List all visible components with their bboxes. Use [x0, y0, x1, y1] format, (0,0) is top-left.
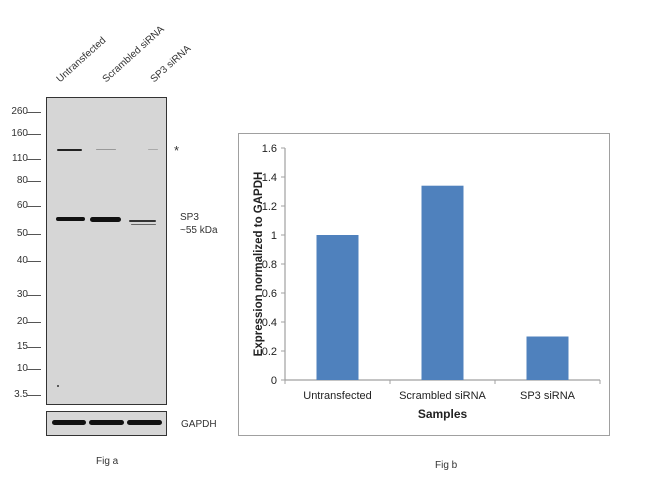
x-tick-label: Untransfected [303, 390, 371, 402]
marker-tick [27, 295, 41, 296]
marker-tick [27, 159, 41, 160]
y-tick-label: 1 [271, 230, 277, 242]
bar-sp3-sirna [526, 336, 569, 380]
y-tick-label: 0.2 [262, 346, 277, 358]
target-name: SP3 [180, 212, 199, 223]
fig-a-caption: Fig a [96, 456, 119, 467]
chart-frame [238, 133, 610, 436]
nonspecific-asterisk: * [174, 143, 180, 158]
band-lane2-sp3 [90, 217, 121, 222]
marker-label: 30 [16, 289, 28, 300]
marker-tick [27, 347, 41, 348]
x-tick-label: Scrambled siRNA [399, 390, 486, 402]
marker-tick [27, 206, 41, 207]
band-lane3-sp3 [129, 220, 156, 222]
blot-gapdh-panel [46, 411, 167, 436]
loading-control-label: GAPDH [181, 419, 217, 430]
marker-label: 40 [16, 255, 28, 266]
marker-label: 110 [12, 153, 28, 164]
marker-tick [27, 112, 41, 113]
marker-label: 10 [16, 363, 28, 374]
marker-label: 80 [16, 175, 28, 186]
y-tick-label: 0.8 [262, 259, 277, 271]
band-gapdh-lane3 [127, 420, 162, 425]
bar-scrambled-sirna [421, 185, 464, 380]
band-lane1-sp3 [56, 217, 85, 221]
y-tick-label: 0.6 [262, 288, 277, 300]
marker-tick [27, 181, 41, 182]
marker-label: 160 [11, 128, 28, 139]
marker-label: 50 [16, 228, 28, 239]
marker-tick [27, 369, 41, 370]
blot-speck [57, 385, 59, 387]
y-axis-title: Expression normalized to GAPDH [253, 172, 265, 357]
band-lane2-nonspecific [96, 149, 116, 150]
band-lane3-nonspecific [148, 149, 158, 150]
marker-tick [27, 395, 41, 396]
band-lane1-nonspecific [57, 149, 82, 151]
blot-main-panel [46, 97, 167, 405]
y-tick-label: 0 [271, 375, 277, 387]
y-tick-label: 1.6 [262, 143, 277, 155]
x-axis-title: Samples [418, 407, 468, 421]
y-tick-label: 1.2 [262, 201, 277, 213]
y-tick-label: 1.4 [262, 172, 277, 184]
marker-label: 15 [16, 341, 28, 352]
target-size: ~55 kDa [180, 225, 218, 236]
marker-label: 260 [11, 106, 28, 117]
x-tick-label: SP3 siRNA [520, 390, 576, 402]
band-gapdh-lane1 [52, 420, 86, 425]
bar-untransfected [316, 235, 359, 380]
marker-label: 3.5 [14, 389, 28, 400]
fig-b-caption: Fig b [435, 460, 458, 471]
marker-tick [27, 234, 41, 235]
marker-label: 20 [16, 316, 28, 327]
band-gapdh-lane2 [89, 420, 124, 425]
target-protein-label: SP3 ~55 kDa [180, 211, 218, 237]
marker-tick [27, 134, 41, 135]
band-lane3-sp3-lower [131, 224, 156, 225]
marker-tick [27, 261, 41, 262]
marker-label: 60 [16, 200, 28, 211]
y-tick-label: 0.4 [262, 317, 277, 329]
marker-tick [27, 322, 41, 323]
